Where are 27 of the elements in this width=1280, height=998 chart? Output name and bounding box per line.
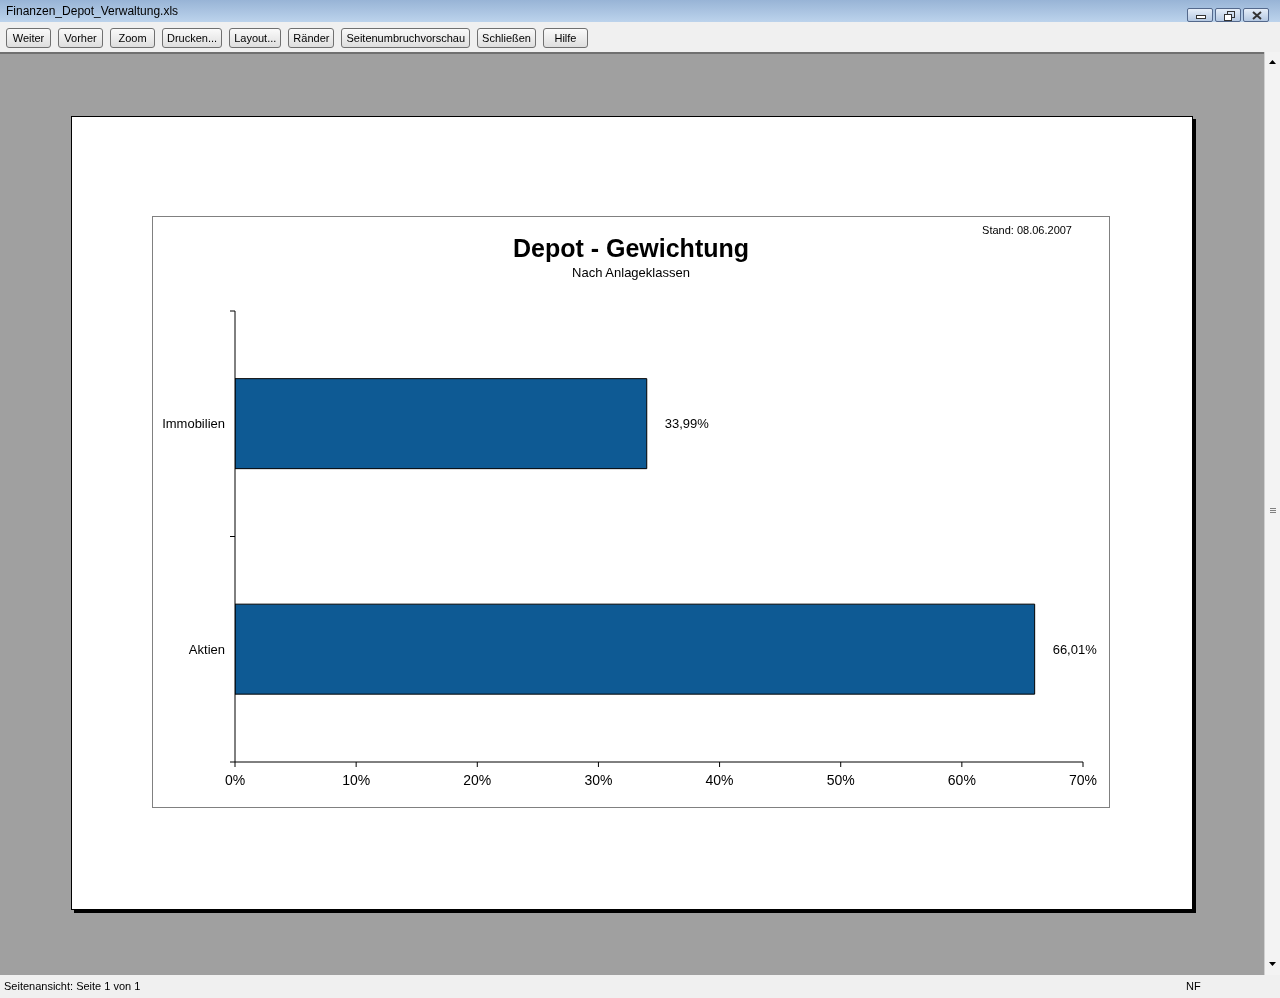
text: Vorher <box>64 32 97 44</box>
x-tick-label: 60% <box>947 771 976 788</box>
y-tick-label: Immobilien <box>162 416 225 432</box>
text: Finanzen_Depot_Verwaltung.xls <box>6 4 179 18</box>
text: Seitenansicht: Seite 1 von 1 <box>4 980 141 992</box>
x-tick-label: 50% <box>826 771 855 788</box>
x-tick-label: 40% <box>705 771 734 788</box>
text: Seitenumbruchvorschau <box>346 32 466 44</box>
x-tick-label: 20% <box>463 771 492 788</box>
chart-title: Depot - Gewichtung <box>512 234 750 262</box>
text: Ränder <box>293 32 330 44</box>
text: Zoom <box>118 32 147 44</box>
x-tick-label: 10% <box>342 771 371 788</box>
x-tick-label: 70% <box>1068 771 1098 788</box>
data-label: 66,01% <box>1052 641 1098 657</box>
text: Schließen <box>482 32 531 44</box>
x-tick-label: 30% <box>584 771 613 788</box>
text: Hilfe <box>554 32 577 44</box>
text: Drucken... <box>167 32 218 44</box>
x-tick-label: 0% <box>224 771 246 788</box>
data-label: 33,99% <box>664 416 710 432</box>
text: Layout... <box>234 32 277 44</box>
text: Stand: 08.06.2007 <box>982 223 1072 237</box>
chart-subtitle: Nach Anlageklassen <box>571 265 691 281</box>
y-tick-label: Aktien <box>188 641 225 657</box>
text: NF <box>1186 980 1201 992</box>
text: Weiter <box>12 32 45 44</box>
